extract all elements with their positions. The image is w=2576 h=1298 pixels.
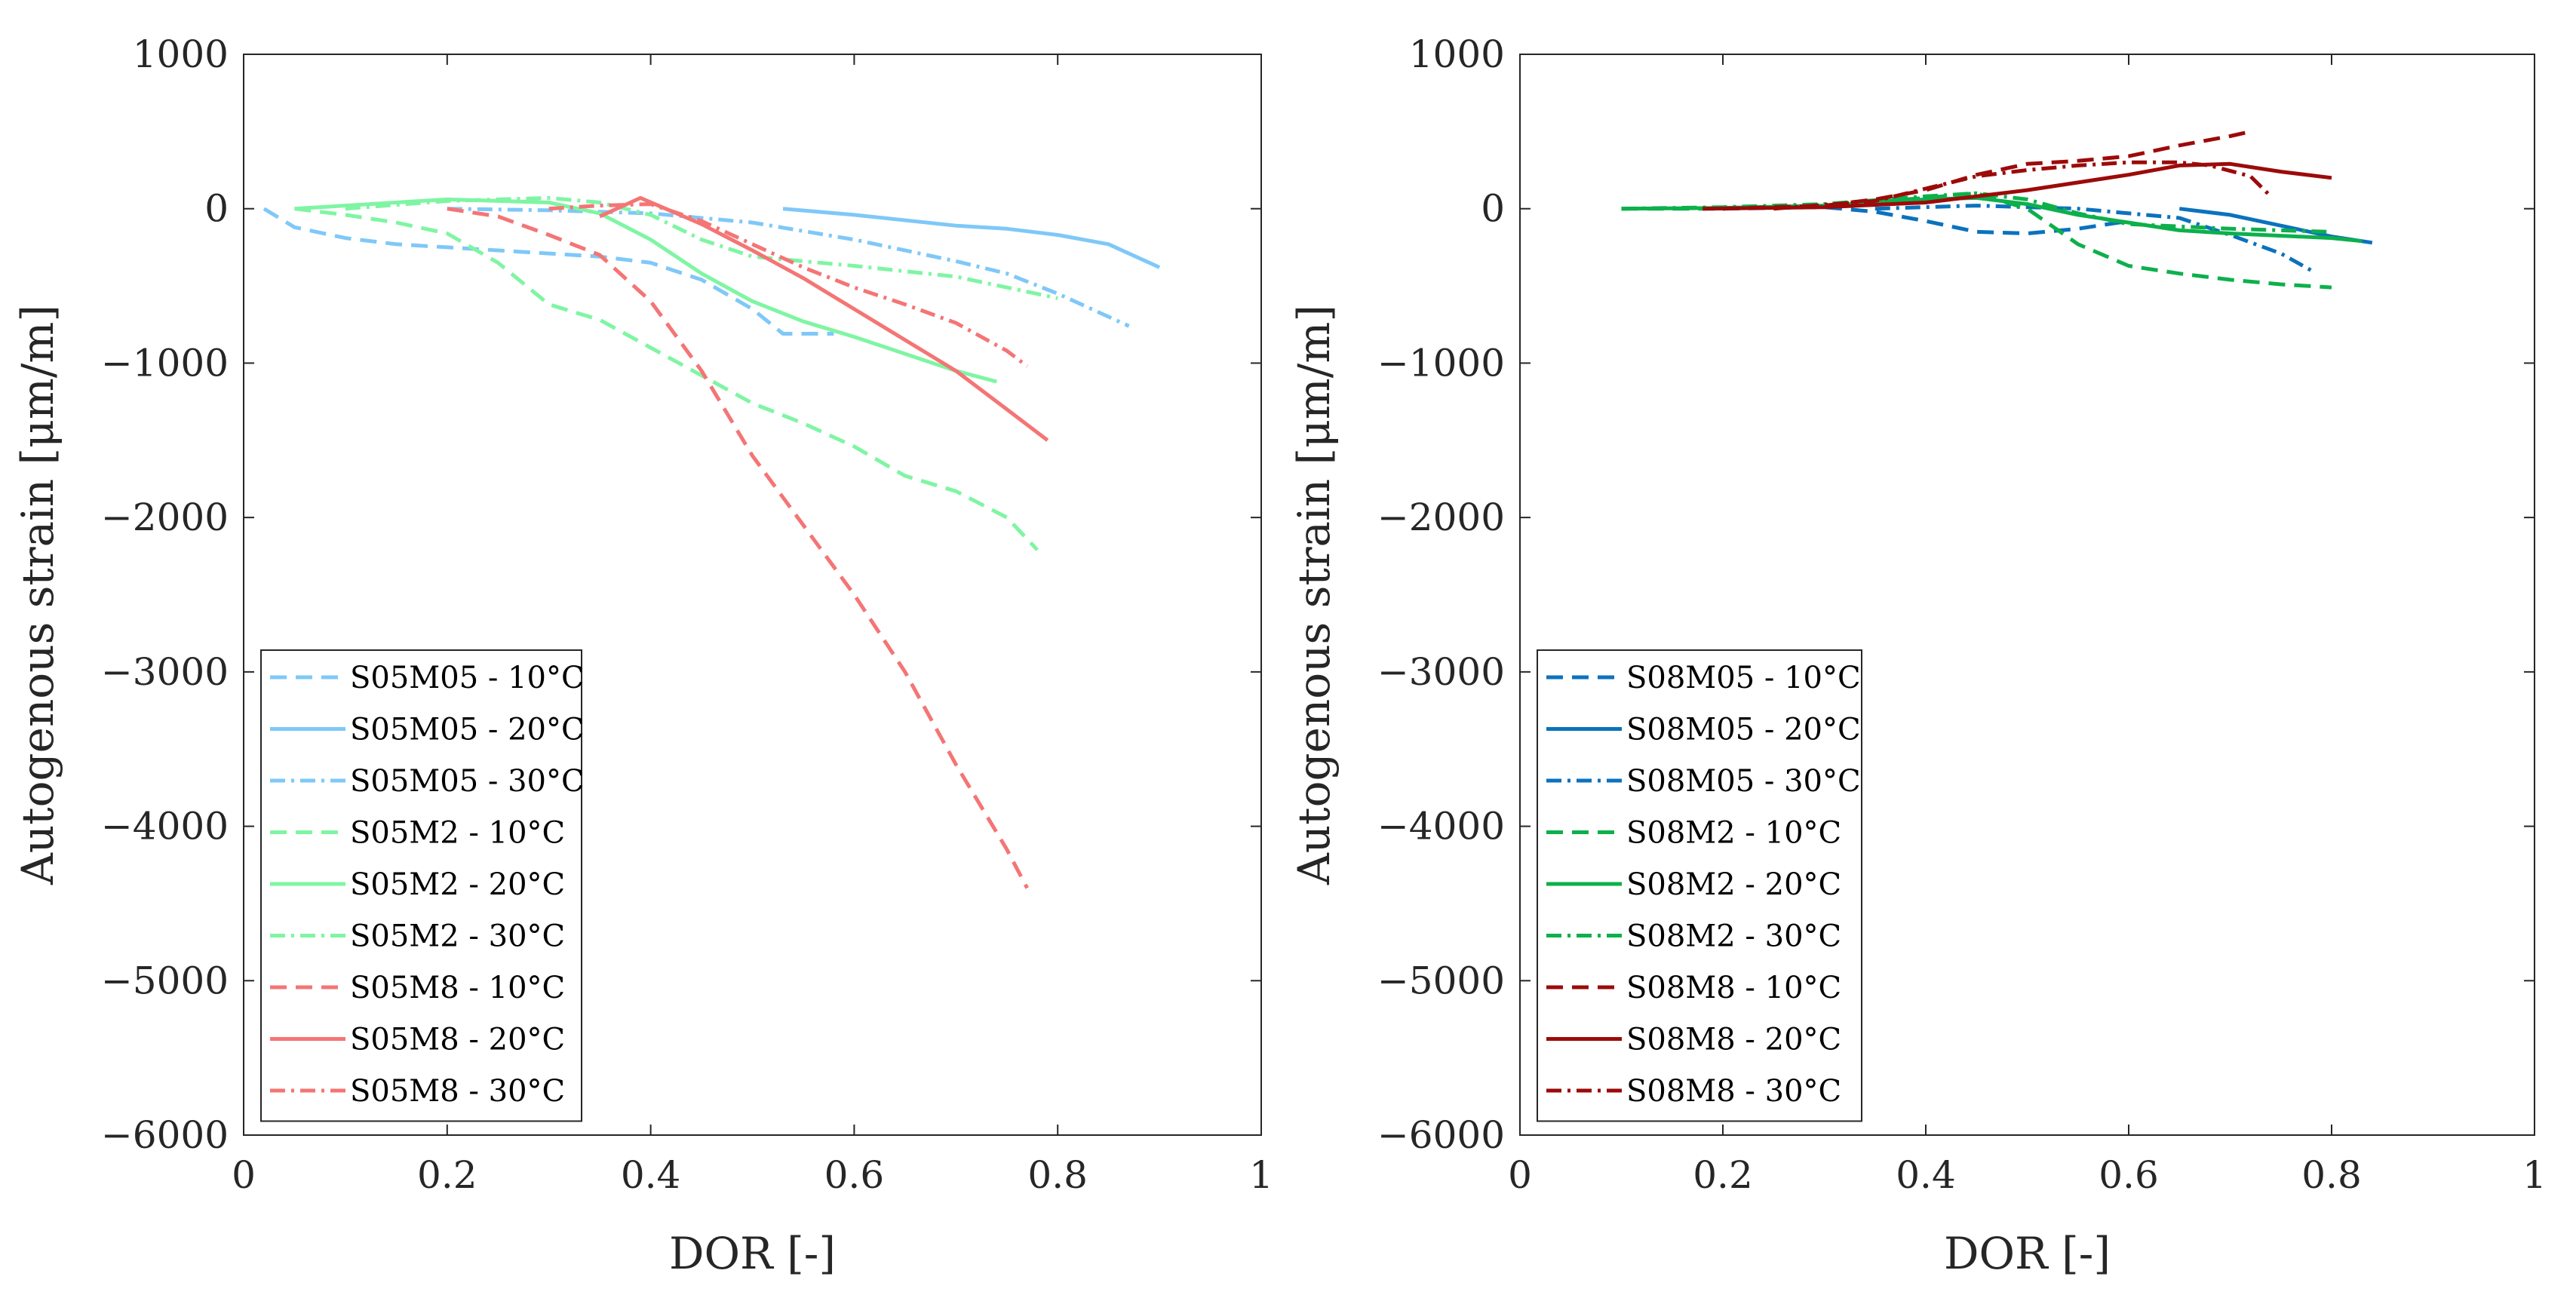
y-tick-label: −5000 (101, 959, 229, 1002)
series-line-6 (345, 195, 1058, 300)
y-tick-label: −3000 (101, 650, 229, 694)
y-tick-label: −1000 (101, 341, 229, 385)
y-tick-label: −4000 (1377, 805, 1505, 848)
x-tick-label: 0.2 (417, 1153, 477, 1197)
series-line-6 (1621, 191, 2332, 234)
x-tick-label: 0.4 (1896, 1153, 1956, 1197)
legend-label: S08M8 - 30°C (1626, 1074, 1841, 1109)
series-line-3 (1874, 204, 2313, 272)
legend-label: S08M2 - 10°C (1626, 816, 1841, 851)
y-tick-label: 1000 (133, 32, 229, 76)
x-tick-label: 0 (1508, 1153, 1532, 1197)
series-line-2 (782, 207, 1161, 269)
legend-label: S05M8 - 10°C (350, 971, 565, 1005)
x-tick-label: 1 (1249, 1153, 1273, 1197)
legend-label: S05M8 - 30°C (350, 1074, 565, 1109)
y-tick-label: −6000 (1377, 1113, 1505, 1157)
series-line-8 (1702, 161, 2332, 211)
legend-label: S08M2 - 30°C (1626, 919, 1841, 954)
y-tick-label: −4000 (101, 805, 229, 848)
series-line-7 (447, 207, 1029, 889)
legend-label: S05M05 - 20°C (350, 713, 585, 747)
x-tick-label: 0.2 (1693, 1153, 1753, 1197)
right-chart: 0 0.2 0.4 0.6 0.8 1 1000 0 −1000 −2000 −3000 −4000 −… (1288, 32, 2547, 1279)
series-line-1 (263, 207, 834, 336)
y-tick-label: −3000 (1377, 650, 1505, 694)
x-tick-label: 0.8 (1027, 1153, 1088, 1197)
legend-label: S08M2 - 20°C (1626, 867, 1841, 902)
x-tick-label: 0.4 (621, 1153, 681, 1197)
y-tick-label: 0 (204, 187, 229, 231)
series-line-9 (1773, 160, 2273, 211)
x-axis-label: DOR [-] (1944, 1228, 2111, 1279)
x-tick-label: 0.8 (2301, 1153, 2362, 1197)
x-axis-label: DOR [-] (669, 1228, 836, 1279)
legend-label: S05M05 - 10°C (350, 661, 585, 695)
legend-label: S05M2 - 20°C (350, 867, 565, 902)
y-axis-label: Autogenous strain [μm/m] (12, 305, 63, 885)
series-line-7 (1722, 129, 2251, 211)
x-tick-label: 0 (232, 1153, 256, 1197)
legend-label: S05M2 - 10°C (350, 816, 565, 851)
legend-label: S05M8 - 20°C (350, 1023, 565, 1057)
legend-label: S08M05 - 20°C (1626, 713, 1861, 747)
legend-label: S08M8 - 10°C (1626, 971, 1841, 1005)
legend-label: S08M8 - 20°C (1626, 1023, 1841, 1057)
y-tick-label: −2000 (101, 496, 229, 539)
legend-label: S08M05 - 10°C (1626, 661, 1861, 695)
y-tick-label: 0 (1481, 187, 1505, 231)
y-tick-label: 1000 (1409, 32, 1505, 76)
y-tick-label: −6000 (101, 1113, 229, 1157)
x-tick-label: 0.6 (2099, 1153, 2159, 1197)
series-line-4 (294, 207, 1039, 551)
y-tick-label: −1000 (1377, 341, 1505, 385)
legend-label: S05M2 - 30°C (350, 919, 565, 954)
left-chart: 0 0.2 0.4 0.6 0.8 1 1000 0 −1000 −2000 −3000 −4000 −… (12, 32, 1273, 1279)
y-tick-label: −2000 (1377, 496, 1505, 539)
y-axis-label: Autogenous strain [μm/m] (1288, 305, 1340, 885)
legend-label: S05M05 - 30°C (350, 764, 585, 799)
legend-label: S08M05 - 30°C (1626, 764, 1861, 799)
x-tick-label: 0.6 (824, 1153, 885, 1197)
x-tick-label: 1 (2522, 1153, 2547, 1197)
y-tick-label: −5000 (1377, 959, 1505, 1002)
